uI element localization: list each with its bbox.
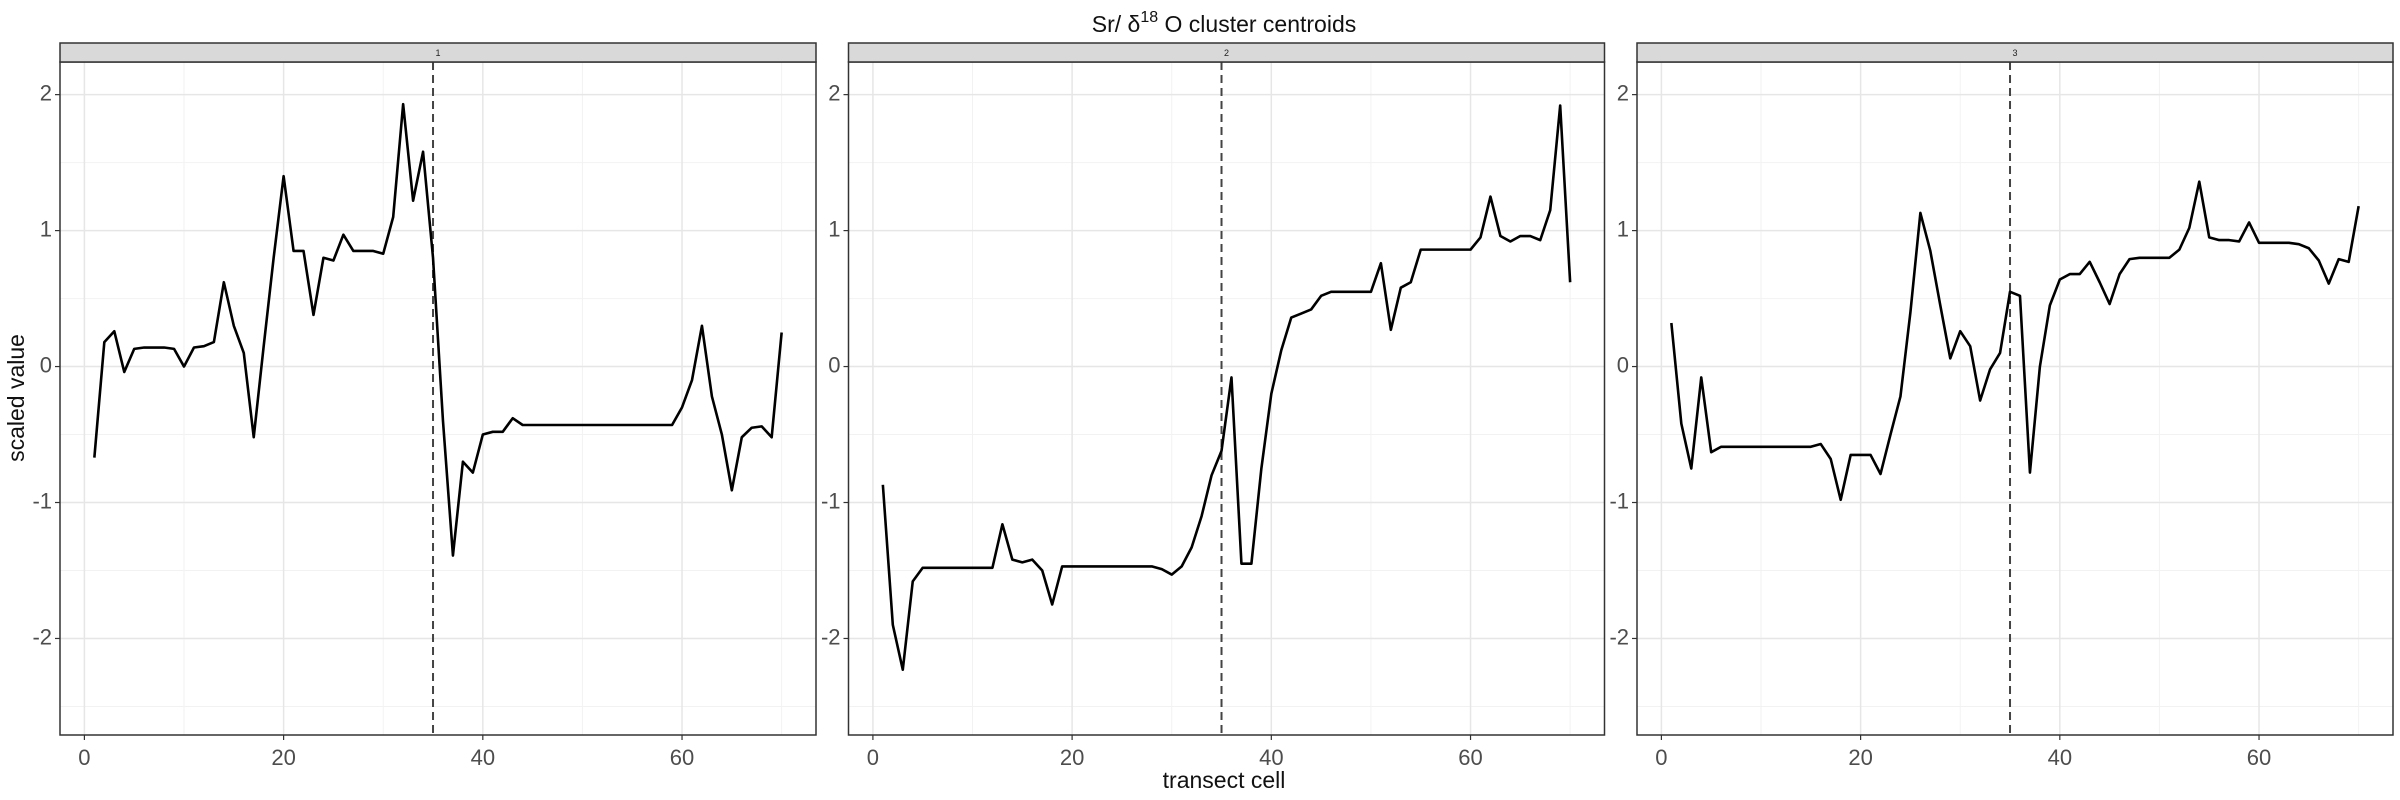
- strip-label: 1: [435, 48, 440, 58]
- x-tick-label: 40: [2048, 745, 2072, 770]
- x-tick-label: 0: [867, 745, 879, 770]
- y-tick-label: 0: [1617, 352, 1629, 377]
- title-superscript: 18: [1140, 9, 1158, 26]
- panel-background: [60, 62, 816, 735]
- strip-background: [1636, 42, 2394, 63]
- y-tick-label: -2: [821, 624, 841, 649]
- facet-panel: 0 20 40 60 -2 -1 0 1 2 1: [32, 42, 817, 770]
- y-tick-label: 1: [828, 216, 840, 241]
- y-tick-label: 1: [40, 216, 52, 241]
- x-tick-label: 60: [670, 745, 694, 770]
- panel-background: [848, 62, 1605, 735]
- x-tick-label: 40: [1259, 745, 1283, 770]
- x-tick-label: 0: [78, 745, 90, 770]
- x-tick-label: 20: [1848, 745, 1872, 770]
- panel-background: [1637, 62, 2393, 735]
- x-tick-label: 0: [1655, 745, 1667, 770]
- y-tick-label: -2: [1609, 624, 1629, 649]
- x-tick-label: 60: [1458, 745, 1482, 770]
- y-tick-label: 0: [828, 352, 840, 377]
- strip-label: 3: [2012, 48, 2017, 58]
- title-suffix: O cluster centroids: [1158, 11, 1356, 37]
- x-axis-label: transect cell: [1163, 767, 1286, 793]
- x-tick-label: 40: [471, 745, 495, 770]
- facet-panel: 0 20 40 60 -2 -1 0 1 2 2: [821, 42, 1606, 770]
- y-tick-label: -2: [32, 624, 52, 649]
- y-tick-label: -1: [821, 488, 841, 513]
- strip-background: [59, 42, 817, 63]
- y-axis-label: scaled value: [3, 334, 29, 462]
- x-tick-label: 60: [2247, 745, 2271, 770]
- y-tick-label: 2: [828, 80, 840, 105]
- chart-title: Sr/ δ18 O cluster centroids: [1092, 9, 1357, 37]
- strip-label: 2: [1224, 48, 1229, 58]
- y-tick-label: 2: [40, 80, 52, 105]
- y-tick-label: -1: [1609, 488, 1629, 513]
- data-line: [1670, 180, 2360, 502]
- data-line: [93, 102, 783, 557]
- y-tick-label: -1: [32, 488, 52, 513]
- y-tick-label: 1: [1617, 216, 1629, 241]
- y-tick-label: 2: [1617, 80, 1629, 105]
- x-tick-label: 20: [271, 745, 295, 770]
- strip-background: [847, 42, 1606, 63]
- title-prefix: Sr/ δ: [1092, 11, 1141, 37]
- facet-panel: 0 20 40 60 -2 -1 0 1 2 3: [1609, 42, 2394, 770]
- y-tick-label: 0: [40, 352, 52, 377]
- data-line: [881, 104, 1572, 672]
- x-tick-label: 20: [1060, 745, 1084, 770]
